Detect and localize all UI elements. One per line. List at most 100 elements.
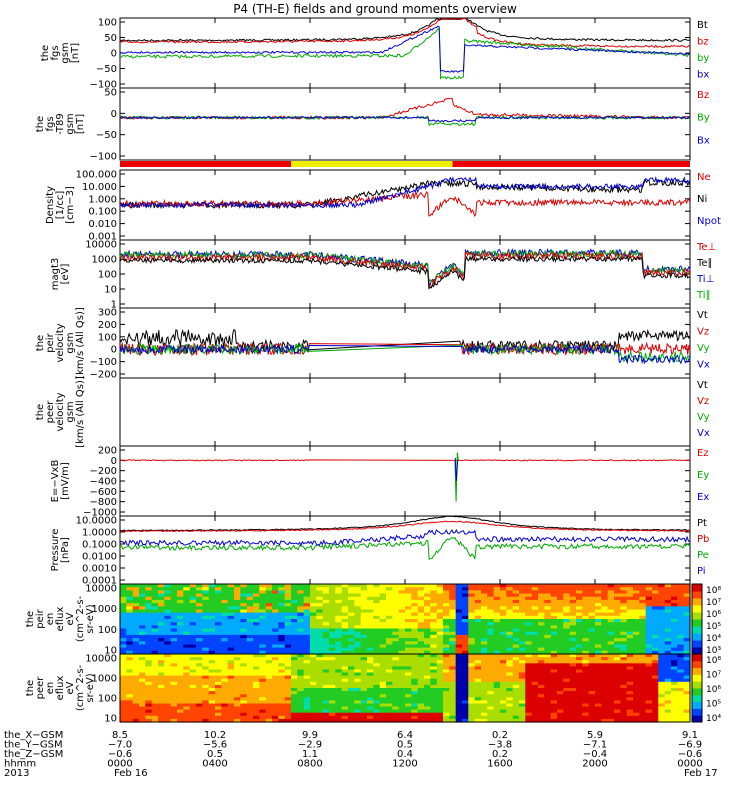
spectrogram-cell [126, 631, 134, 636]
spectrogram-cell [246, 634, 254, 639]
spectrogram-cell [525, 709, 533, 714]
spectrogram-cell [253, 650, 260, 655]
spectrogram-cell [614, 669, 621, 674]
spectrogram-cell [671, 619, 678, 623]
spectrogram-cell [639, 625, 647, 630]
spectrogram-cell [671, 650, 678, 655]
spectrogram-cell [158, 622, 165, 626]
spectrogram-cell [417, 657, 425, 661]
spectrogram-cell [424, 672, 431, 677]
spectrogram-cell [671, 615, 678, 620]
spectrogram-cell [329, 675, 336, 680]
spectrogram-cell [367, 641, 374, 646]
spectrogram-cell [392, 644, 400, 649]
spectrogram-cell [424, 712, 431, 717]
spectrogram-cell [259, 666, 267, 671]
spectrogram-cell [278, 663, 286, 667]
spectrogram-cell [620, 657, 628, 661]
spectrogram-cell [177, 650, 184, 655]
spectrogram-cell [398, 688, 406, 692]
spectrogram-cell [430, 712, 438, 717]
spectrogram-cell [519, 706, 526, 711]
spectrogram-cell [683, 631, 691, 636]
spectrogram-cell [398, 612, 406, 617]
spectrogram-cell [158, 584, 165, 588]
spectrogram-cell [329, 694, 336, 698]
spectrogram-cell [512, 638, 520, 642]
spectrogram-cell [145, 709, 153, 714]
spectrogram-cell [158, 587, 165, 591]
spectrogram-cell [202, 584, 210, 588]
spectrogram-cell [208, 663, 216, 667]
spectrogram-cell [411, 694, 419, 698]
spectrogram-cell [215, 587, 222, 591]
spectrogram-cell [151, 596, 159, 601]
spectrogram-cell [253, 703, 260, 708]
spectrogram-cell [183, 650, 191, 655]
colorbar-tick-label: 10³ [706, 646, 721, 656]
spectrogram-cell [455, 666, 463, 671]
legend-entry: Bz [697, 90, 709, 101]
spectrogram-cell [341, 694, 349, 698]
spectrogram-cell [671, 612, 678, 617]
spectrogram-cell [145, 606, 153, 611]
spectrogram-cell [563, 691, 571, 695]
spectrogram-cell [164, 684, 172, 689]
spectrogram-cell [373, 694, 381, 698]
spectrogram-cell [462, 663, 469, 667]
spectrogram-cell [240, 641, 248, 646]
spectrogram-cell [550, 619, 558, 623]
spectrogram-cell [474, 612, 482, 617]
spectrogram-cell [272, 631, 279, 636]
spectrogram-cell [316, 654, 324, 658]
spectrogram-cell [557, 609, 564, 614]
spectrogram-cell [671, 603, 678, 607]
spectrogram-cell [645, 625, 653, 630]
spectrogram-cell [626, 622, 634, 626]
spectrogram-cell [253, 638, 260, 642]
spectrogram-cell [671, 644, 678, 649]
spectrogram-cell [430, 603, 438, 607]
spectrogram-cell [677, 694, 685, 698]
spectrogram-cell [544, 641, 552, 646]
spectrogram-cell [234, 675, 241, 680]
spectrogram-cell [614, 654, 621, 658]
spectrogram-cell [373, 650, 381, 655]
spectrogram-cell [550, 672, 558, 677]
spectrogram-cell [151, 638, 159, 642]
spectrogram-cell [335, 612, 343, 617]
spectrogram-cell [227, 681, 235, 686]
spectrogram-cell [620, 622, 628, 626]
spectrogram-cell [354, 666, 362, 671]
spectrogram-cell [379, 709, 387, 714]
spectrogram-cell [354, 669, 362, 674]
spectrogram-cell [658, 697, 666, 701]
spectrogram-cell [563, 631, 571, 636]
spectrogram-cell [677, 644, 685, 649]
spectrogram-cell [132, 697, 140, 701]
spectrogram-cell [303, 599, 311, 604]
spectrogram-cell [538, 622, 545, 626]
spectrogram-cell [417, 634, 425, 639]
spectrogram-cell [512, 609, 520, 614]
spectrogram-cell [284, 657, 292, 661]
spectrogram-cell [253, 654, 260, 658]
legend-entry: bx [697, 70, 709, 81]
spectrogram-cell [215, 675, 222, 680]
spectrogram-cell [360, 638, 368, 642]
spectrogram-cell [272, 718, 279, 723]
y-axis-label: the peir velocity gsm [km/s (All Qs)] [35, 307, 86, 379]
spectrogram-cell [443, 638, 450, 642]
spectrogram-cell [462, 590, 469, 595]
spectrogram-cell [595, 590, 602, 595]
spectrogram-cell [386, 681, 393, 686]
spectrogram-cell [360, 647, 368, 652]
spectrogram-cell [246, 718, 254, 723]
spectrogram-cell [272, 684, 279, 689]
spectrogram-cell [531, 712, 539, 717]
spectrogram-cell [322, 609, 330, 614]
spectrogram-cell [177, 641, 184, 646]
spectrogram-cell [658, 596, 666, 601]
spectrogram-cell [335, 684, 343, 689]
spectrogram-cell [379, 606, 387, 611]
